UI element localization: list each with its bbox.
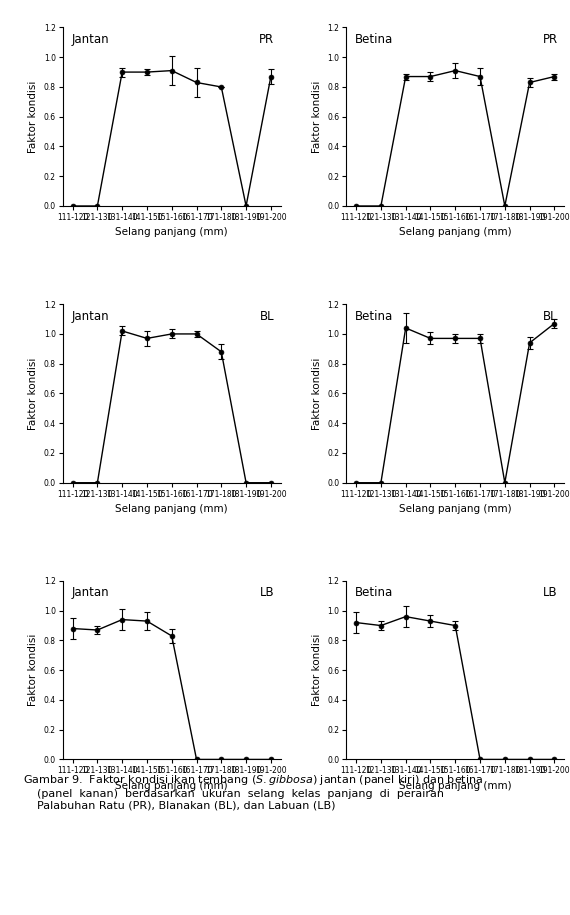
Y-axis label: Faktor kondisi: Faktor kondisi: [28, 357, 38, 430]
Text: Jantan: Jantan: [71, 309, 109, 323]
Text: Betina: Betina: [355, 587, 393, 599]
Text: BL: BL: [543, 309, 558, 323]
Y-axis label: Faktor kondisi: Faktor kondisi: [312, 634, 321, 706]
Text: Jantan: Jantan: [71, 33, 109, 46]
X-axis label: Selang panjang (mm): Selang panjang (mm): [116, 504, 228, 514]
Text: Gambar 9.  Faktor kondisi ikan tembang ($\it{S. gibbosa}$) jantan (panel kiri) d: Gambar 9. Faktor kondisi ikan tembang ($…: [23, 773, 483, 811]
Y-axis label: Faktor kondisi: Faktor kondisi: [28, 81, 38, 153]
Text: Betina: Betina: [355, 33, 393, 46]
Y-axis label: Faktor kondisi: Faktor kondisi: [28, 634, 38, 706]
Y-axis label: Faktor kondisi: Faktor kondisi: [312, 81, 321, 153]
Y-axis label: Faktor kondisi: Faktor kondisi: [312, 357, 321, 430]
X-axis label: Selang panjang (mm): Selang panjang (mm): [399, 504, 511, 514]
X-axis label: Selang panjang (mm): Selang panjang (mm): [399, 780, 511, 791]
Text: Jantan: Jantan: [71, 587, 109, 599]
X-axis label: Selang panjang (mm): Selang panjang (mm): [116, 228, 228, 238]
Text: PR: PR: [259, 33, 274, 46]
Text: Betina: Betina: [355, 309, 393, 323]
Text: PR: PR: [543, 33, 558, 46]
X-axis label: Selang panjang (mm): Selang panjang (mm): [116, 780, 228, 791]
X-axis label: Selang panjang (mm): Selang panjang (mm): [399, 228, 511, 238]
Text: LB: LB: [259, 587, 274, 599]
Text: BL: BL: [259, 309, 274, 323]
Text: LB: LB: [543, 587, 558, 599]
